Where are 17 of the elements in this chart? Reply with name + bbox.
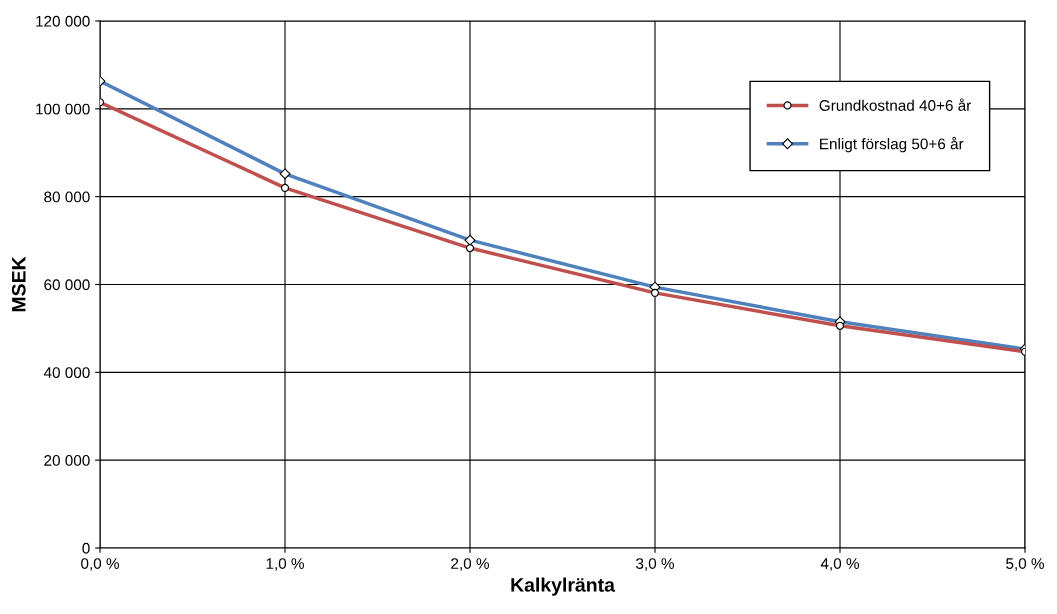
y-axis-title: MSEK (11, 256, 26, 312)
y-tick-label: 20 000 (44, 455, 90, 466)
x-axis-title: Kalkylränta (511, 577, 616, 596)
y-tick-label: 120 000 (36, 15, 90, 27)
y-tick-label: 40 000 (43, 367, 90, 379)
x-tick-label: 0,0 % (81, 558, 119, 571)
y-tick-label: 0 (82, 542, 90, 554)
x-tick-label: 3,0 % (636, 558, 674, 571)
x-tick-label: 2,0 % (451, 558, 489, 571)
legend-label: Grundkostnad 40+6 år (819, 98, 972, 111)
x-tick-label: 5,0 % (1006, 558, 1044, 571)
y-tick-label: 60 000 (44, 279, 90, 291)
x-tick-label: 1,0 % (266, 558, 304, 571)
x-tick-label: 4,0 % (820, 558, 859, 571)
legend-label: Enligt förslag 50+6 år (820, 136, 964, 153)
y-tick-label: 100 000 (36, 103, 90, 115)
y-tick-label: 80 000 (44, 191, 90, 203)
